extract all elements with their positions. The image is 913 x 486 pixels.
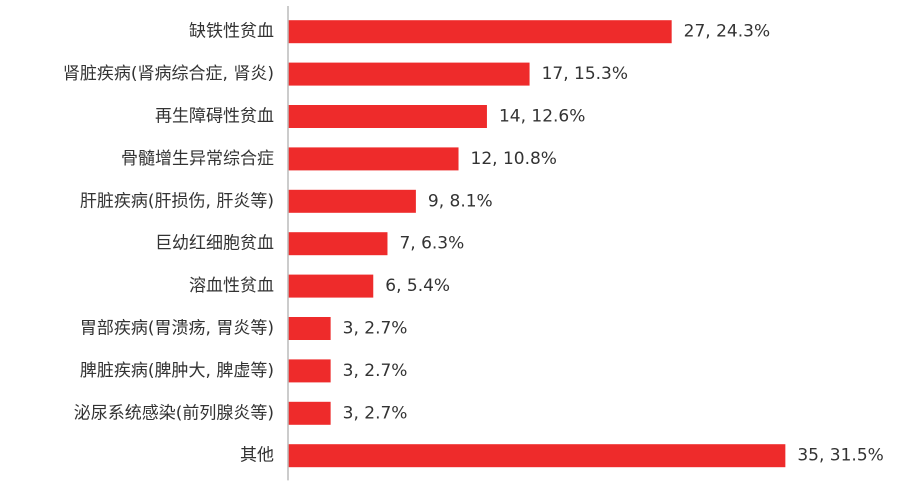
data-label: 3, 2.7% bbox=[343, 403, 408, 423]
category-label: 缺铁性贫血 bbox=[189, 22, 274, 42]
bar bbox=[288, 274, 374, 298]
category-label: 胃部疾病(胃溃疡, 胃炎等) bbox=[80, 319, 274, 339]
data-labels: 27, 24.3% 17, 15.3% 14, 12.6% 12, 10.8% 9, 8… bbox=[343, 22, 884, 466]
bar bbox=[288, 401, 331, 425]
category-label: 骨髓增生异常综合症 bbox=[121, 149, 274, 169]
category-label: 肾脏疾病(肾病综合症, 肾炎) bbox=[63, 64, 274, 84]
bar bbox=[288, 20, 672, 44]
data-label: 7, 6.3% bbox=[399, 234, 464, 254]
data-label: 17, 15.3% bbox=[542, 64, 628, 84]
data-label: 35, 31.5% bbox=[797, 446, 883, 466]
data-label: 6, 5.4% bbox=[385, 276, 450, 296]
data-label: 27, 24.3% bbox=[684, 22, 770, 42]
data-label: 9, 8.1% bbox=[428, 191, 493, 211]
category-label: 再生障碍性贫血 bbox=[155, 107, 274, 127]
category-label: 泌尿系统感染(前列腺炎等) bbox=[74, 403, 274, 423]
bar bbox=[288, 444, 786, 468]
bar bbox=[288, 359, 331, 383]
bar bbox=[288, 105, 487, 128]
bar bbox=[288, 147, 459, 171]
bar bbox=[288, 62, 530, 86]
category-label: 其他 bbox=[240, 446, 274, 466]
bar bbox=[288, 189, 416, 213]
data-label: 3, 2.7% bbox=[343, 319, 408, 339]
bars-group bbox=[288, 20, 786, 468]
data-label: 3, 2.7% bbox=[343, 361, 408, 381]
data-label: 12, 10.8% bbox=[471, 149, 557, 169]
data-label: 14, 12.6% bbox=[499, 107, 585, 127]
bar bbox=[288, 317, 331, 340]
category-label: 巨幼红细胞贫血 bbox=[155, 234, 274, 254]
bar bbox=[288, 232, 388, 256]
category-label: 溶血性贫血 bbox=[189, 276, 274, 296]
category-label: 脾脏疾病(脾肿大, 脾虚等) bbox=[80, 361, 274, 381]
category-label: 肝脏疾病(肝损伤, 肝炎等) bbox=[80, 191, 274, 211]
